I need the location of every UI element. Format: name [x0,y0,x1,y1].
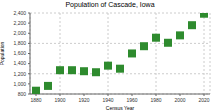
svg-text:1,400: 1,400 [13,60,26,66]
svg-text:1900: 1900 [54,97,65,103]
svg-text:2000: 2000 [174,97,185,103]
svg-text:2,000: 2,000 [13,30,26,36]
svg-text:1920: 1920 [78,97,89,103]
svg-text:2,200: 2,200 [13,20,26,26]
svg-text:1,600: 1,600 [13,50,26,56]
svg-text:1960: 1960 [126,97,137,103]
svg-text:1,800: 1,800 [13,40,26,46]
svg-text:2020: 2020 [198,97,209,103]
svg-text:Census Year: Census Year [106,105,135,110]
html-text:Population of Cascade, Iowa: Population of Cascade, Iowa [65,1,155,8]
svg-text:1940: 1940 [102,97,113,103]
svg-text:2,400: 2,400 [13,10,26,16]
svg-text:1,200: 1,200 [13,71,26,77]
svg-text:1,000: 1,000 [13,81,26,87]
svg-text:1880: 1880 [30,97,41,103]
svg-text:1980: 1980 [150,97,161,103]
svg-text:800: 800 [18,91,27,97]
